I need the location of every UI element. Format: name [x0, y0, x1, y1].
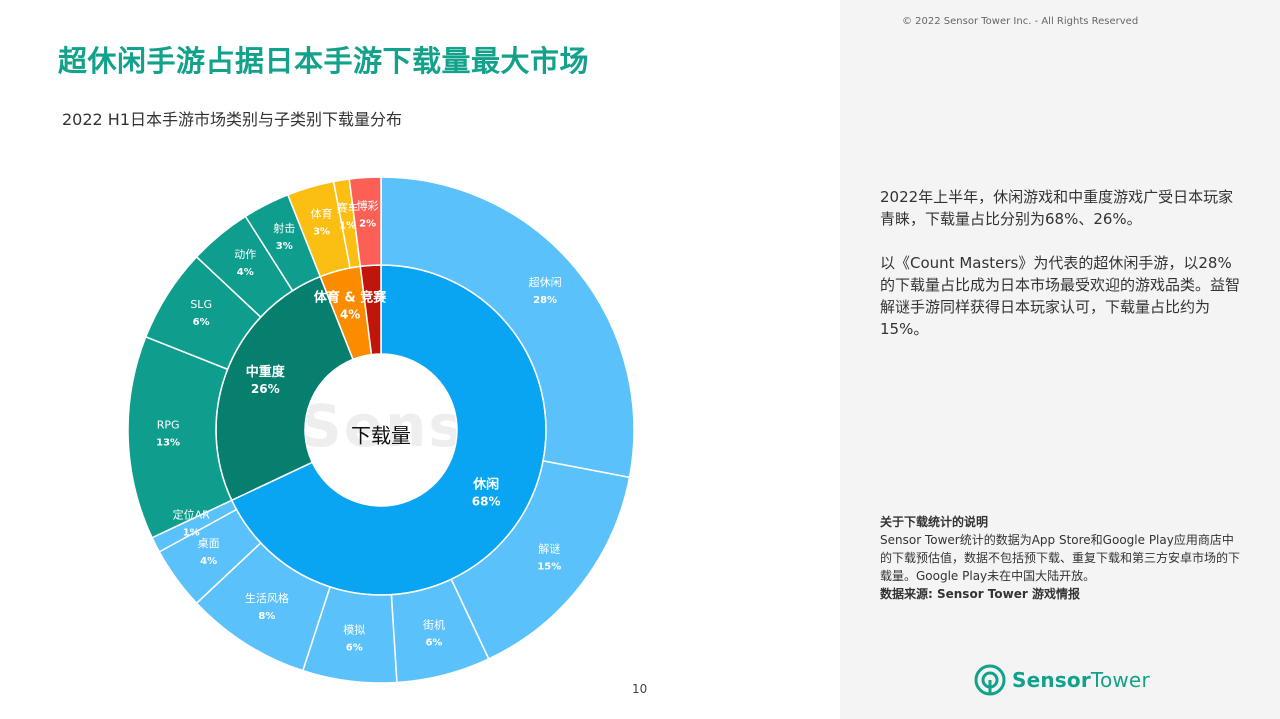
outer-slice-value-0: 28%	[533, 295, 557, 306]
outer-ring	[127, 176, 635, 684]
outer-slice-value-5: 4%	[200, 556, 217, 567]
logo-wordmark: SensorTower	[1012, 668, 1150, 692]
summary-paragraph-2: 以《Count Masters》为代表的超休闲手游，以28%的下载量占比成为日本…	[880, 254, 1241, 338]
logo-word-sensor: Sensor	[1012, 668, 1091, 692]
outer-slice-value-11: 3%	[313, 226, 330, 237]
outer-slice-value-9: 4%	[237, 267, 254, 278]
outer-slice-13	[348, 176, 382, 268]
outer-slice-value-1: 15%	[537, 562, 561, 573]
note-body: Sensor Tower统计的数据为App Store和Google Play应…	[880, 533, 1241, 583]
outer-slice-label-5: 桌面	[198, 537, 220, 550]
donut-chart: 休闲 68% 中重度 26% 体育 & 竞赛 4% 超休闲 28% 解谜 15% 街机 6% 模拟 6% 生…	[127, 176, 635, 684]
outer-slice-value-13: 2%	[359, 218, 376, 229]
outer-slice-label-12: 赛车	[337, 201, 359, 215]
data-source: 数据来源: Sensor Tower 游戏情报	[880, 587, 1080, 601]
inner-slice-label-2: 体育 & 竞赛	[314, 289, 387, 305]
outer-slice-value-3: 6%	[346, 642, 363, 653]
outer-slice-label-10: 射击	[273, 221, 295, 235]
inner-slice-label-0: 休闲	[472, 477, 499, 493]
copyright-text: © 2022 Sensor Tower Inc. - All Rights Re…	[902, 16, 1139, 27]
chart-subtitle: 2022 H1日本手游市场类别与子类别下载量分布	[62, 110, 403, 129]
inner-slice-value-0: 68%	[472, 495, 501, 509]
outer-slice-label-11: 体育	[311, 206, 333, 220]
outer-slice-label-8: SLG	[190, 298, 212, 311]
note-heading: 关于下载统计的说明	[880, 515, 989, 529]
outer-slice-value-4: 8%	[258, 611, 275, 622]
slice-labels: 休闲 68% 中重度 26% 体育 & 竞赛 4% 超休闲 28% 解谜 15% 街机 6% 模拟 6% 生…	[156, 199, 561, 653]
outer-slice-0	[380, 176, 635, 479]
sidebar-panel: © 2022 Sensor Tower Inc. - All Rights Re…	[840, 0, 1280, 719]
outer-slice-label-2: 街机	[423, 617, 445, 631]
page-title: 超休闲手游占据日本手游下载量最大市场	[58, 44, 590, 78]
outer-slice-label-9: 动作	[234, 248, 256, 261]
outer-slice-value-2: 6%	[425, 637, 442, 648]
center-label: 下载量	[351, 424, 411, 448]
outer-slice-value-6: 1%	[183, 528, 200, 539]
outer-slice-label-6: 定位AR	[173, 508, 211, 522]
outer-slice-value-10: 3%	[276, 241, 293, 252]
outer-slice-label-13: 博彩	[357, 199, 379, 212]
inner-slice-label-1: 中重度	[246, 364, 286, 380]
outer-slice-value-7: 13%	[156, 438, 180, 449]
outer-slice-label-7: RPG	[157, 419, 180, 432]
sensor-tower-logo-icon	[974, 664, 1006, 696]
outer-slice-value-12: 1%	[339, 221, 356, 232]
outer-slice-label-3: 模拟	[343, 622, 365, 636]
page-number: 10	[632, 682, 648, 696]
sensor-tower-logo: SensorTower	[974, 662, 1150, 698]
data-note: 关于下载统计的说明 Sensor Tower统计的数据为App Store和Go…	[880, 513, 1242, 603]
outer-slice-label-1: 解谜	[538, 542, 560, 556]
inner-slice-value-1: 26%	[251, 382, 280, 396]
outer-slice-label-0: 超休闲	[529, 275, 562, 289]
logo-word-tower: Tower	[1090, 668, 1150, 692]
outer-slice-label-4: 生活风格	[245, 591, 289, 605]
summary-paragraph-1: 2022年上半年，休闲游戏和中重度游戏广受日本玩家青睐，下载量占比分别为68%、…	[880, 188, 1234, 228]
inner-slice-value-2: 4%	[340, 307, 360, 321]
outer-slice-value-8: 6%	[193, 317, 210, 328]
main-panel: 超休闲手游占据日本手游下载量最大市场 2022 H1日本手游市场类别与子类别下载…	[58, 44, 648, 696]
